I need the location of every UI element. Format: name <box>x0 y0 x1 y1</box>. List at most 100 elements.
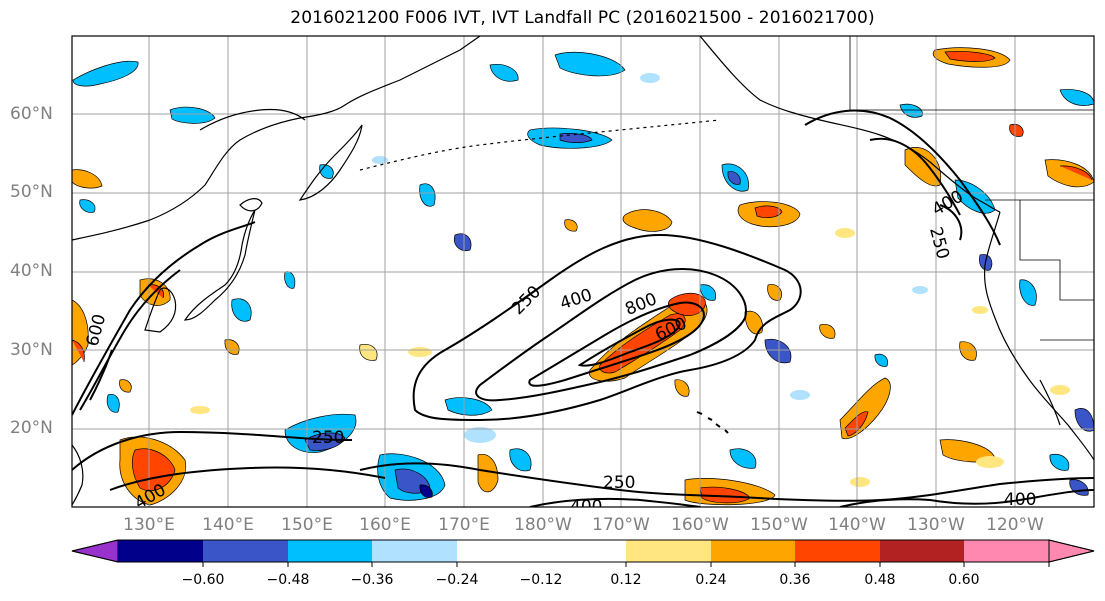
longitude-label: 130°W <box>907 515 965 535</box>
colorbar-tick-label: −0.36 <box>350 572 394 588</box>
contour-800-main <box>577 318 681 367</box>
colorbar-tick-label: 0.48 <box>864 572 896 588</box>
cool-patch <box>1049 454 1070 471</box>
warm-patch <box>72 339 85 363</box>
warm-patch <box>564 219 578 232</box>
warm-patch <box>767 284 782 301</box>
colorbar-swatch-3 <box>288 540 372 562</box>
warm-patch <box>1059 165 1093 181</box>
cool-patch <box>72 60 139 87</box>
coastlines <box>72 36 1094 506</box>
warm-patch <box>904 147 942 187</box>
colorbar-tick-label: 0.12 <box>610 572 642 588</box>
latitude-label: 30°N <box>10 340 53 360</box>
colorbar-swatch-1 <box>118 540 203 562</box>
warm-patch <box>754 205 783 218</box>
korea-coastline <box>144 287 177 333</box>
contour-600-ne <box>939 204 963 241</box>
warm-patch <box>1009 124 1024 137</box>
cool-patch <box>1074 408 1094 432</box>
contour-label: 400 <box>570 497 602 517</box>
contour-600-west <box>89 349 113 401</box>
longitude-label: 140°W <box>828 515 886 535</box>
cool-patch <box>284 271 296 289</box>
warm-patch <box>119 379 132 393</box>
cool-patch <box>444 397 493 416</box>
longitude-label: 120°W <box>986 515 1044 535</box>
longitude-label: 140°E <box>202 515 254 535</box>
cool-patch <box>489 64 519 82</box>
colorbar-tick-label: 0.36 <box>779 572 811 588</box>
colorbar-swatch-9 <box>880 540 964 562</box>
warm-patch <box>72 299 89 366</box>
political-borders <box>849 36 1094 341</box>
contour-250-main <box>412 233 802 422</box>
positive-anomaly-patches <box>72 47 1094 506</box>
cool-patch <box>727 171 741 185</box>
longitude-label: 150°E <box>281 515 333 535</box>
colorbar-swatch-10 <box>964 540 1049 562</box>
colorbar-outline <box>71 539 1095 563</box>
warm-patch <box>819 324 836 339</box>
warm-patch <box>622 209 673 232</box>
light-negative-patches <box>372 73 928 443</box>
contour-250-west <box>72 221 256 416</box>
cool-patch <box>554 51 626 77</box>
gridlines <box>72 36 1094 507</box>
contour-250-south-east <box>359 462 1094 502</box>
cool-patch <box>304 432 346 451</box>
longitude-label: 170°W <box>592 515 650 535</box>
colorbar-swatch-4 <box>372 540 457 562</box>
longitude-label: 180°W <box>514 515 572 535</box>
contour-400-main <box>475 267 747 402</box>
colorbar-tick-label: 0.60 <box>948 572 980 588</box>
warm-patch <box>359 344 378 361</box>
warm-patch <box>944 51 996 62</box>
colorbar-swatch-2 <box>203 540 288 562</box>
map-frame <box>71 35 1095 508</box>
longitude-label: 160°W <box>671 515 729 535</box>
contour-400-south <box>109 466 386 491</box>
contour-label: 250 <box>603 473 635 493</box>
contour-label: 400 <box>1004 490 1036 510</box>
alaska-coastline <box>699 36 1001 213</box>
colorbar-tick-label: −0.48 <box>266 572 310 588</box>
latitude-label: 60°N <box>10 104 53 124</box>
cool-patch <box>874 353 889 367</box>
colorbar-arrow-end <box>1048 539 1095 563</box>
colorbar-swatch-0 <box>71 539 119 563</box>
longitude-label: 150°W <box>750 515 808 535</box>
warm-patch <box>477 454 499 493</box>
colorbar-tick-label: −0.12 <box>519 572 563 588</box>
alaska-canada-border <box>849 36 1094 111</box>
cool-patch <box>1019 279 1037 306</box>
colorbar-swatch-8 <box>795 540 880 562</box>
hokkaido-coastline <box>239 198 263 212</box>
cool-patch <box>419 484 433 498</box>
kamchatka-coastline <box>298 124 363 201</box>
warm-patch <box>674 379 690 397</box>
longitude-label: 170°E <box>438 515 490 535</box>
hawaii-islands <box>696 411 729 434</box>
cool-patch <box>106 394 120 413</box>
colorbar <box>71 539 1095 567</box>
cool-patch <box>231 298 252 322</box>
contour-250-ne-pacific <box>804 109 1001 246</box>
cool-patch <box>1059 89 1094 106</box>
contour-400-west <box>79 269 181 411</box>
warm-patch <box>744 310 763 335</box>
colorbar-tick-label: −0.60 <box>181 572 225 588</box>
contour-250-south <box>72 430 353 471</box>
us-state-borders <box>1019 200 1094 301</box>
colorbar-swatch-7 <box>711 540 795 562</box>
colorbar-swatch-5 <box>457 540 626 562</box>
longitude-label: 160°E <box>359 515 411 535</box>
contour-400-far-south-east <box>839 489 1094 507</box>
warm-patch <box>72 169 103 189</box>
cool-patch <box>699 284 716 301</box>
baja-coastline <box>1039 379 1061 426</box>
longitude-label: 130°E <box>123 515 175 535</box>
cool-patch <box>79 199 96 213</box>
ivt-contours <box>72 109 1094 507</box>
